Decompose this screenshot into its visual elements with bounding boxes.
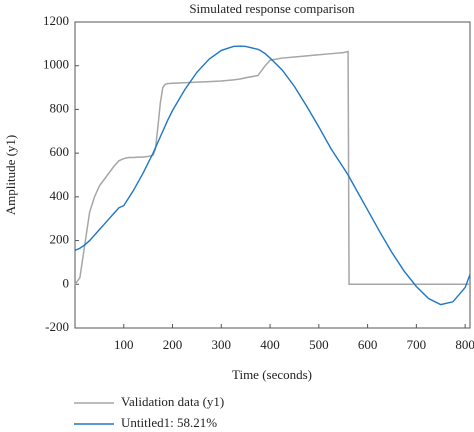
- y-tick-label: 400: [50, 188, 70, 203]
- x-tick-label: 600: [358, 337, 378, 352]
- series-line: [74, 50, 470, 286]
- x-tick-label: 800: [455, 337, 474, 352]
- x-tick-label: 700: [407, 337, 427, 352]
- x-tick-label: 100: [114, 337, 134, 352]
- series-line: [74, 45, 471, 306]
- chart-title: Simulated response comparison: [189, 1, 355, 16]
- y-tick-label: 1200: [43, 13, 69, 28]
- y-tick-label: 1000: [43, 57, 69, 72]
- legend-label: Validation data (y1): [121, 394, 224, 409]
- x-tick-label: 300: [212, 337, 232, 352]
- legend-label: Untitled1: 58.21%: [121, 415, 217, 430]
- plot-frame: [74, 21, 471, 329]
- x-tick-label: 400: [260, 337, 280, 352]
- y-tick-label: -200: [45, 319, 69, 334]
- x-tick-label: 500: [309, 337, 329, 352]
- x-axis-label: Time (seconds): [232, 367, 312, 382]
- y-tick-label: 0: [63, 275, 70, 290]
- x-tick-label: 200: [163, 337, 183, 352]
- y-axis-label: Amplitude (y1): [3, 135, 18, 216]
- y-tick-label: 600: [50, 144, 70, 159]
- y-tick-label: 200: [50, 232, 70, 247]
- y-tick-label: 800: [50, 100, 70, 115]
